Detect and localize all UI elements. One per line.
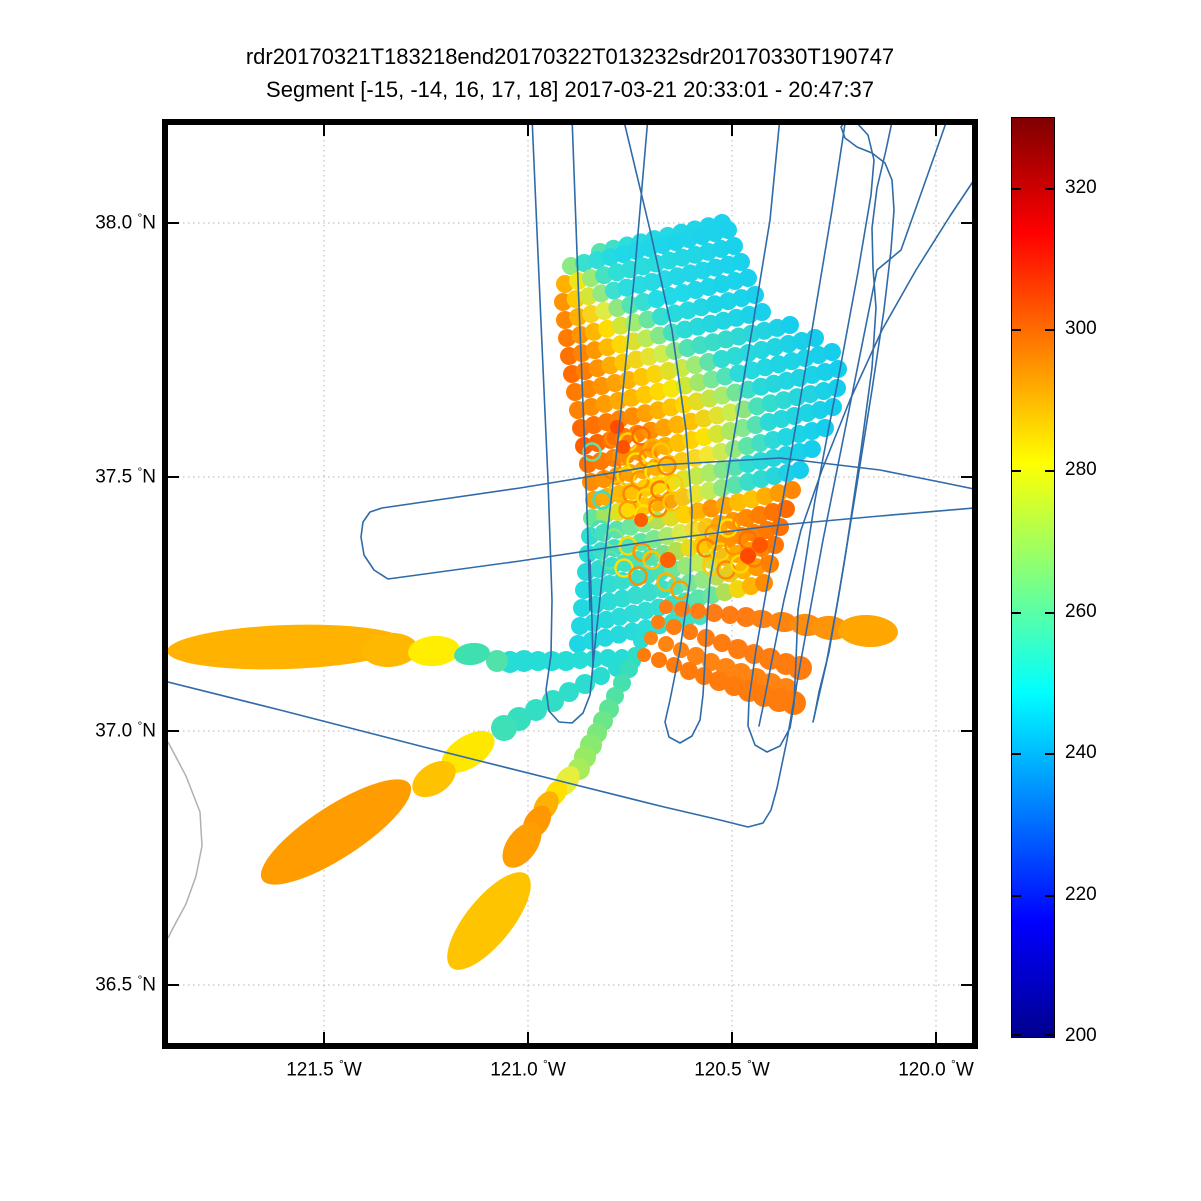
x-tick-label-121.0: 121.0 °W: [490, 1057, 566, 1081]
colorbar-tick-200: [1045, 1034, 1054, 1036]
x-tick-label-120.5: 120.5 °W: [694, 1057, 770, 1081]
colorbar-tick-280: [1012, 470, 1021, 473]
colorbar-tick-300: [1012, 329, 1021, 332]
plot-area: [162, 119, 978, 1049]
colorbar-tick-320: [1012, 187, 1021, 190]
y-tick-label-37.5: 37.5 °N: [95, 464, 156, 488]
colorbar-label-320: 320: [1065, 176, 1097, 198]
colorbar-tick-240: [1045, 753, 1054, 756]
colorbar-tick-200: [1012, 1034, 1021, 1036]
colorbar-gradient: [1012, 118, 1054, 1037]
x-tick-label-120.0: 120.0 °W: [898, 1057, 974, 1081]
colorbar-label-280: 280: [1065, 459, 1097, 481]
y-tick-label-38.0: 38.0 °N: [95, 210, 156, 234]
colorbar-label-220: 220: [1065, 883, 1097, 905]
colorbar: [1011, 117, 1055, 1038]
colorbar-tick-260: [1045, 611, 1054, 614]
colorbar-label-240: 240: [1065, 742, 1097, 764]
colorbar-label-300: 300: [1065, 318, 1097, 340]
x-tick-label-121.5: 121.5 °W: [286, 1057, 362, 1081]
plot-title: rdr20170321T183218end20170322T013232sdr2…: [245, 44, 895, 69]
colorbar-label-200: 200: [1065, 1025, 1097, 1046]
colorbar-tick-240: [1012, 753, 1021, 756]
title-block: rdr20170321T183218end20170322T013232sdr2…: [165, 40, 975, 106]
colorbar-tick-220: [1012, 894, 1021, 897]
scatter-plot-canvas: [168, 125, 972, 1043]
y-tick-label-37.0: 37.0 °N: [95, 718, 156, 742]
plot-subtitle: Segment [-15, -14, 16, 17, 18] 2017-03-2…: [266, 77, 874, 102]
colorbar-tick-260: [1012, 611, 1021, 614]
colorbar-tick-220: [1045, 894, 1054, 897]
colorbar-tick-320: [1045, 187, 1054, 190]
colorbar-label-260: 260: [1065, 600, 1097, 622]
colorbar-tick-280: [1045, 470, 1054, 473]
y-tick-label-36.5: 36.5 °N: [95, 972, 156, 996]
colorbar-tick-300: [1045, 329, 1054, 332]
